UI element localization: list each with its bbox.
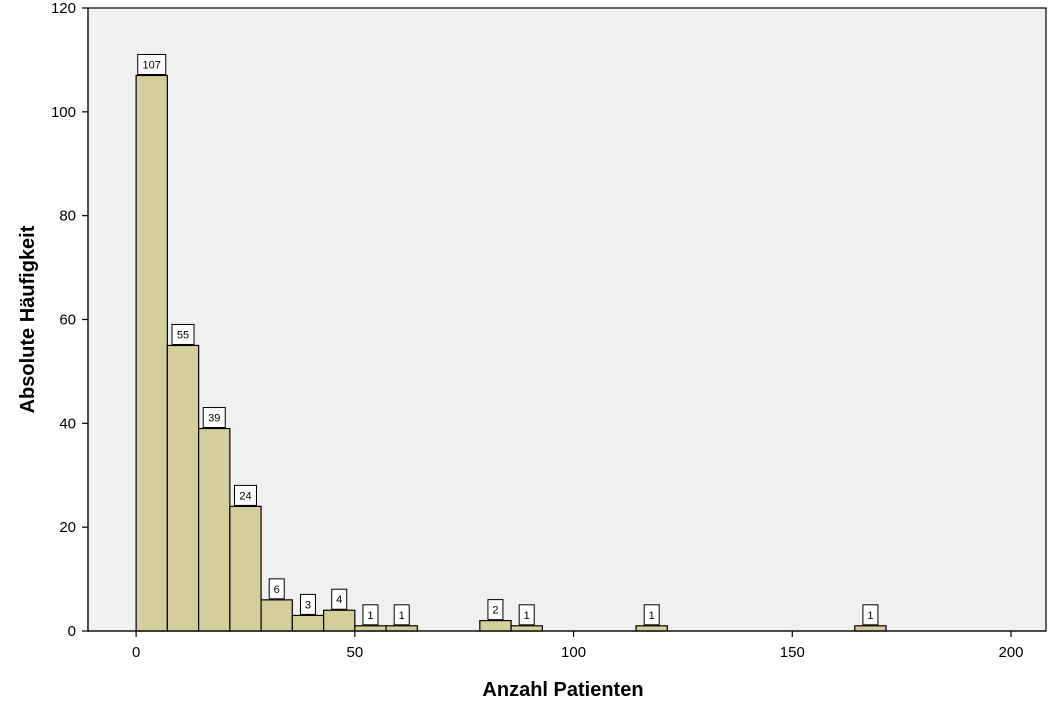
bar-data-label: 6 — [274, 584, 280, 596]
bar-label-box — [862, 604, 879, 626]
bar-data-label: 1 — [867, 610, 873, 622]
bar-data-label: 39 — [208, 413, 220, 425]
y-axis-title: Absolute Häufigkeit — [17, 225, 39, 413]
bars-group — [135, 74, 887, 632]
histogram-bar — [166, 344, 200, 632]
histogram-bar — [291, 614, 325, 632]
histogram-bar — [385, 625, 418, 632]
bar-label-box — [171, 323, 195, 345]
bar-label-box — [518, 604, 535, 626]
x-tick-label: 150 — [780, 644, 805, 661]
histogram-bar — [198, 427, 231, 632]
y-axis: 0 20 40 60 80 100 120 — [51, 0, 89, 640]
bar-label-box — [643, 604, 660, 626]
bar-label-box — [202, 407, 226, 429]
bar-data-label: 24 — [239, 490, 251, 502]
y-tick-label: 100 — [51, 104, 76, 121]
y-tick-label: 60 — [59, 312, 76, 329]
bar-data-label: 2 — [492, 605, 498, 617]
x-tick-label: 200 — [998, 644, 1023, 661]
x-tick-label: 100 — [561, 644, 586, 661]
bar-data-label: 1 — [524, 610, 530, 622]
bar-data-label: 55 — [177, 329, 189, 341]
bar-data-label: 3 — [305, 599, 311, 611]
x-axis: 0 50 100 150 200 — [88, 630, 1046, 661]
bar-label-box — [393, 604, 410, 626]
bar-data-label: 1 — [367, 610, 373, 622]
bar-label-box — [362, 604, 379, 626]
histogram-bar — [510, 625, 543, 632]
histogram-bar — [135, 74, 168, 632]
bar-data-label: 1 — [649, 610, 655, 622]
bar-label-box — [331, 588, 348, 610]
bar-labels-group: 107 55 39 24 6 3 4 1 1 2 1 1 1 — [137, 53, 879, 626]
histogram-bar — [635, 625, 668, 632]
y-tick-label: 0 — [68, 623, 76, 640]
histogram-bar — [479, 620, 512, 632]
histogram-bar — [354, 625, 387, 632]
bar-data-label: 4 — [336, 594, 342, 606]
bar-data-label: 1 — [399, 610, 405, 622]
bar-label-box — [137, 53, 167, 75]
histogram-bar — [323, 609, 356, 632]
histogram-bar — [260, 599, 293, 632]
x-tick-label: 50 — [346, 644, 363, 661]
histogram-bar — [229, 505, 262, 632]
x-axis-title: Anzahl Patienten — [482, 679, 643, 701]
bar-label-box — [487, 599, 504, 621]
bar-label-box — [299, 593, 316, 615]
bar-label-box — [268, 578, 285, 600]
y-tick-label: 40 — [59, 415, 76, 432]
y-tick-label: 80 — [59, 208, 76, 225]
bar-label-box — [233, 484, 257, 506]
y-tick-label: 20 — [59, 519, 76, 536]
y-tick-label: 120 — [51, 0, 76, 17]
bar-data-label: 107 — [143, 59, 161, 71]
histogram-bar — [854, 625, 887, 632]
x-tick-label: 0 — [132, 644, 140, 661]
